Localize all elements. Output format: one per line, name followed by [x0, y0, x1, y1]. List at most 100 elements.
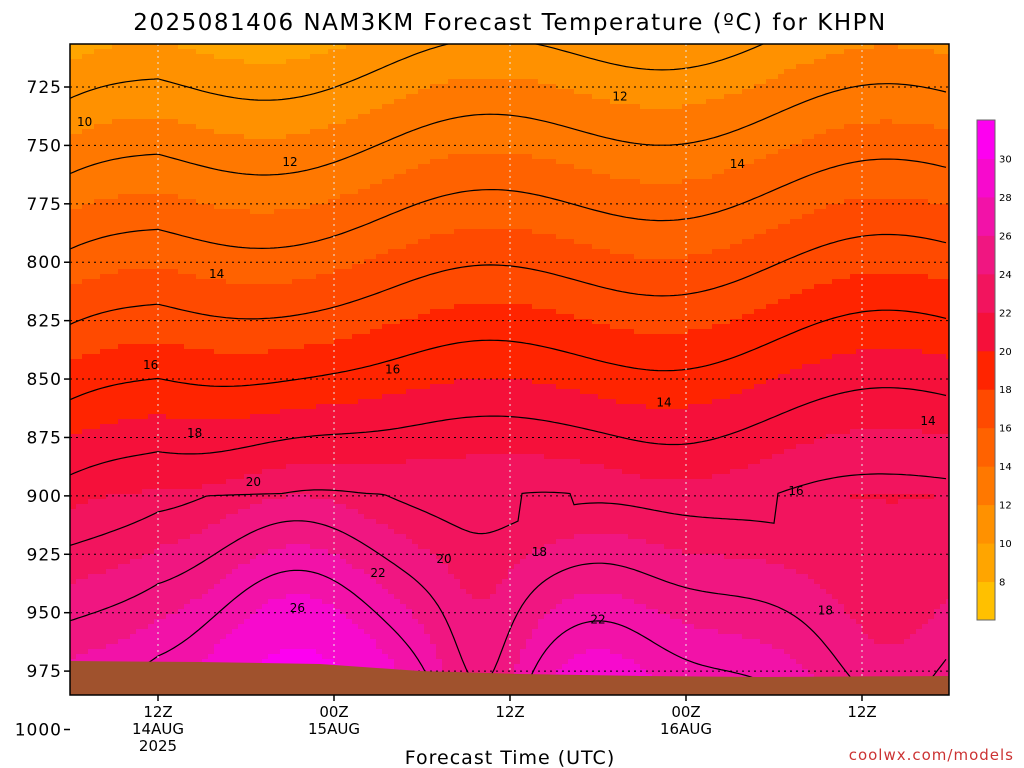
temperature-cell [166, 234, 173, 240]
temperature-cell [202, 584, 209, 590]
temperature-cell [214, 224, 221, 230]
temperature-cell [202, 599, 209, 605]
temperature-cell [112, 624, 119, 630]
temperature-cell [274, 59, 281, 65]
temperature-cell [166, 284, 173, 290]
temperature-cell [166, 299, 173, 305]
temperature-cell [94, 369, 101, 375]
temperature-cell [118, 49, 125, 55]
temperature-cell [280, 279, 287, 285]
temperature-cell [76, 599, 83, 605]
temperature-cell [226, 429, 233, 435]
temperature-cell [148, 424, 155, 430]
temperature-cell [286, 329, 293, 335]
temperature-cell [238, 299, 245, 305]
temperature-cell [208, 419, 215, 425]
temperature-cell [172, 444, 179, 450]
temperature-cell [88, 264, 95, 270]
temperature-cell [142, 64, 149, 70]
temperature-cell [166, 189, 173, 195]
temperature-cell [244, 274, 251, 280]
temperature-cell [136, 419, 143, 425]
temperature-cell [268, 359, 275, 365]
temperature-cell [88, 379, 95, 385]
temperature-cell [280, 399, 287, 405]
temperature-cell [184, 439, 191, 445]
temperature-cell [268, 69, 275, 75]
temperature-cell [76, 289, 83, 295]
temperature-cell [172, 209, 179, 215]
temperature-cell [82, 564, 89, 570]
temperature-cell [100, 589, 107, 595]
temperature-cell [172, 344, 179, 350]
temperature-cell [190, 319, 197, 325]
temperature-cell [232, 524, 239, 530]
temperature-cell [226, 454, 233, 460]
temperature-cell [154, 394, 161, 400]
temperature-cell [268, 124, 275, 130]
temperature-cell [130, 279, 137, 285]
temperature-cell [76, 349, 83, 355]
temperature-cell [142, 124, 149, 130]
temperature-cell [160, 284, 167, 290]
temperature-cell [256, 239, 263, 245]
temperature-cell [94, 424, 101, 430]
temperature-cell [148, 299, 155, 305]
temperature-cell [244, 364, 251, 370]
temperature-cell [106, 449, 113, 455]
temperature-cell [202, 149, 209, 155]
temperature-cell [250, 249, 257, 255]
temperature-cell [184, 124, 191, 130]
temperature-cell [214, 484, 221, 490]
temperature-cell [112, 334, 119, 340]
temperature-cell [160, 184, 167, 190]
temperature-cell [178, 114, 185, 120]
temperature-cell [262, 184, 269, 190]
temperature-cell [130, 414, 137, 420]
temperature-cell [262, 124, 269, 130]
temperature-cell [274, 389, 281, 395]
temperature-cell [148, 649, 155, 655]
temperature-cell [226, 64, 233, 70]
temperature-cell [238, 44, 245, 50]
temperature-cell [226, 639, 233, 645]
temperature-cell [124, 444, 131, 450]
temperature-cell [166, 289, 173, 295]
temperature-cell [154, 464, 161, 470]
temperature-cell [190, 194, 197, 200]
temperature-cell [286, 264, 293, 270]
temperature-cell [262, 204, 269, 210]
temperature-cell [118, 359, 125, 365]
temperature-cell [190, 409, 197, 415]
temperature-cell [268, 134, 275, 140]
temperature-cell [172, 369, 179, 375]
temperature-cell [178, 614, 185, 620]
temperature-cell [190, 269, 197, 275]
temperature-cell [124, 114, 131, 120]
temperature-cell [106, 424, 113, 430]
temperature-cell [130, 524, 137, 530]
temperature-cell [250, 654, 257, 660]
temperature-cell [130, 569, 137, 575]
temperature-cell [292, 364, 299, 370]
temperature-cell [208, 474, 215, 480]
temperature-cell [244, 629, 251, 635]
temperature-cell [178, 139, 185, 145]
temperature-cell [112, 139, 119, 145]
temperature-cell [286, 239, 293, 245]
temperature-cell [94, 644, 101, 650]
temperature-cell [244, 119, 251, 125]
temperature-cell [154, 634, 161, 640]
temperature-cell [112, 64, 119, 70]
temperature-cell [70, 284, 77, 290]
temperature-cell [262, 494, 269, 500]
temperature-cell [202, 189, 209, 195]
temperature-cell [166, 344, 173, 350]
temperature-cell [76, 359, 83, 365]
temperature-cell [274, 599, 281, 605]
temperature-cell [196, 329, 203, 335]
temperature-cell [244, 609, 251, 615]
temperature-cell [250, 614, 257, 620]
temperature-cell [70, 589, 77, 595]
temperature-cell [70, 124, 77, 130]
